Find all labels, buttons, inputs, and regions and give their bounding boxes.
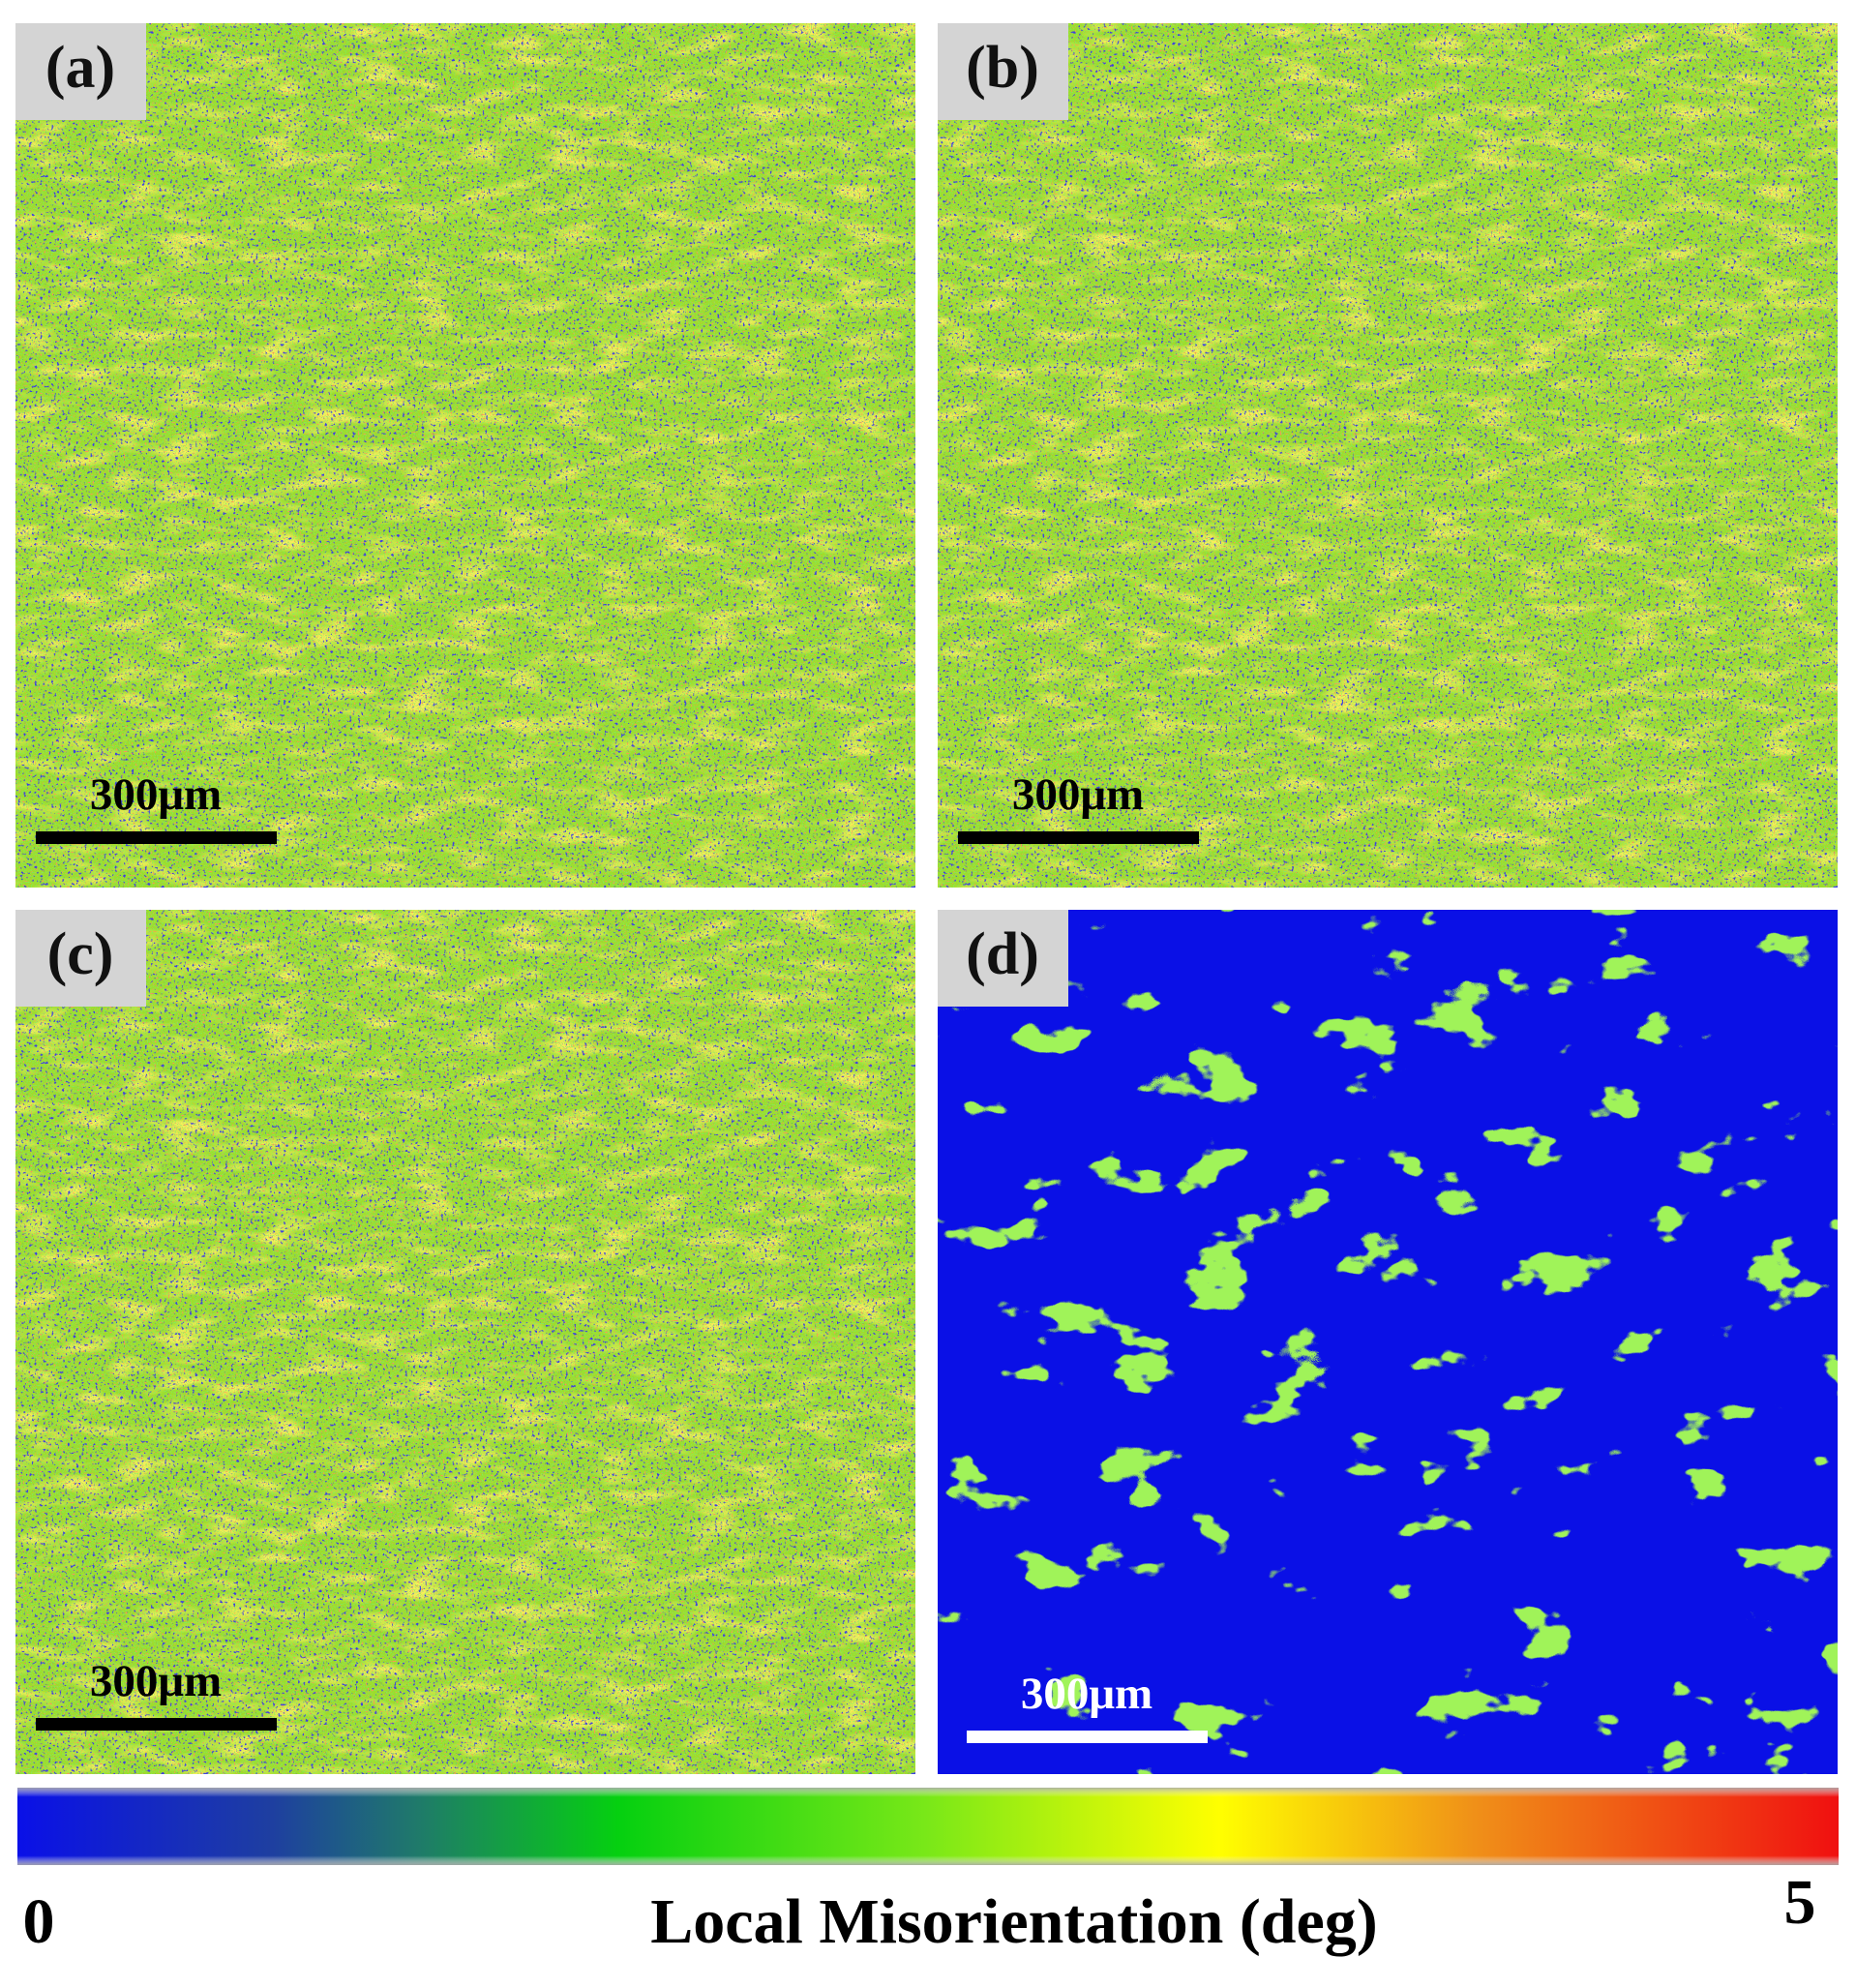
panel-label: (b) [966, 35, 1039, 101]
colorbar-edge [17, 1788, 1839, 1865]
panel: (c) 300μm [15, 910, 915, 1774]
scale-bar [967, 1731, 1208, 1743]
panel-label: (d) [966, 921, 1039, 987]
map-blue [938, 23, 1838, 888]
label-box [938, 23, 1068, 120]
panel-label: (c) [47, 921, 114, 987]
panel: (d) 300μm [938, 910, 1838, 1774]
scale-bar [36, 831, 277, 844]
scale-bar [36, 1718, 277, 1731]
colorbar-label: Local Misorientation (deg) [650, 1886, 1378, 1957]
scale-bar-label: 300μm [90, 1656, 222, 1706]
panel-label: (a) [45, 35, 115, 101]
map-green [938, 910, 1838, 1774]
scale-bar-label: 300μm [1012, 769, 1144, 820]
panel: (a) 300μm [15, 23, 915, 888]
label-box [938, 910, 1068, 1007]
colorbar-max: 5 [1784, 1867, 1816, 1938]
map-blue [15, 23, 915, 888]
label-box [15, 23, 146, 120]
colorbar-min: 0 [23, 1886, 55, 1957]
map-blue [15, 910, 915, 1774]
scale-bar-label: 300μm [1021, 1669, 1153, 1719]
panel: (b) 300μm [938, 23, 1838, 888]
scale-bar-label: 300μm [90, 769, 222, 820]
label-box [15, 910, 146, 1007]
scale-bar [958, 831, 1199, 844]
